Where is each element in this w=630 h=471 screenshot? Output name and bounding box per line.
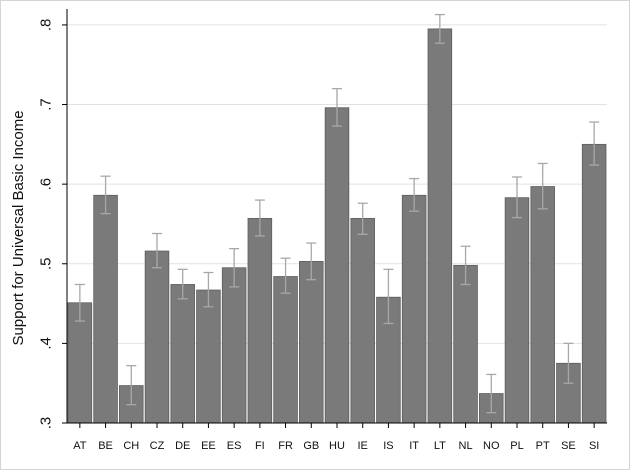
x-tick-labels: AT BE CH CZ DE EE ES FI FR GB HU IE IS IT LT NL NO PL PT SE… — [73, 440, 599, 452]
x-tick-label: EE — [201, 440, 216, 452]
x-tick-label: CH — [123, 440, 139, 452]
x-tick-label: SI — [589, 440, 599, 452]
y-tick-label: .3 — [37, 417, 54, 430]
bar — [504, 197, 530, 424]
error-bars — [74, 13, 600, 414]
x-tick-label: LT — [434, 440, 446, 452]
bar — [581, 143, 607, 424]
bar — [273, 276, 298, 424]
x-tick-label: PT — [536, 440, 550, 452]
y-tick-label: .4 — [37, 337, 54, 350]
x-tick-label: NO — [483, 440, 500, 452]
y-axis-title: Support for Universal Basic Income — [10, 110, 27, 345]
x-tick-label: FR — [278, 440, 293, 452]
bar — [170, 284, 195, 424]
x-tick-label: GB — [303, 440, 319, 452]
bar — [247, 217, 273, 424]
bar — [530, 186, 555, 424]
bar — [350, 217, 375, 424]
x-tick-label: IS — [383, 440, 393, 452]
x-tick-label: HU — [329, 440, 345, 452]
x-tick-label: PL — [510, 440, 523, 452]
y-tick-label: .6 — [37, 178, 54, 191]
x-tick-label: AT — [73, 440, 87, 452]
y-tick-labels: .3 .4 .5 .6 .7 .8 — [37, 19, 54, 430]
bar — [453, 264, 478, 424]
x-tick-label: NL — [459, 440, 473, 452]
bar — [401, 194, 427, 424]
y-tick-label: .7 — [37, 98, 54, 111]
axes — [62, 9, 607, 428]
bar — [144, 250, 170, 424]
y-tick-label: .5 — [37, 258, 54, 271]
x-tick-label: IE — [358, 440, 368, 452]
y-tick-label: .8 — [37, 19, 54, 32]
bar — [324, 107, 350, 424]
x-tick-label: DE — [175, 440, 190, 452]
bar — [221, 267, 247, 424]
bar — [427, 28, 453, 424]
x-tick-label: IT — [409, 440, 419, 452]
x-tick-label: FI — [255, 440, 265, 452]
x-tick-label: SE — [561, 440, 576, 452]
bar — [196, 289, 221, 424]
x-tick-label: BE — [98, 440, 113, 452]
bar — [93, 194, 118, 424]
x-tick-label: CZ — [150, 440, 165, 452]
bar — [299, 260, 324, 424]
x-tick-label: ES — [227, 440, 242, 452]
